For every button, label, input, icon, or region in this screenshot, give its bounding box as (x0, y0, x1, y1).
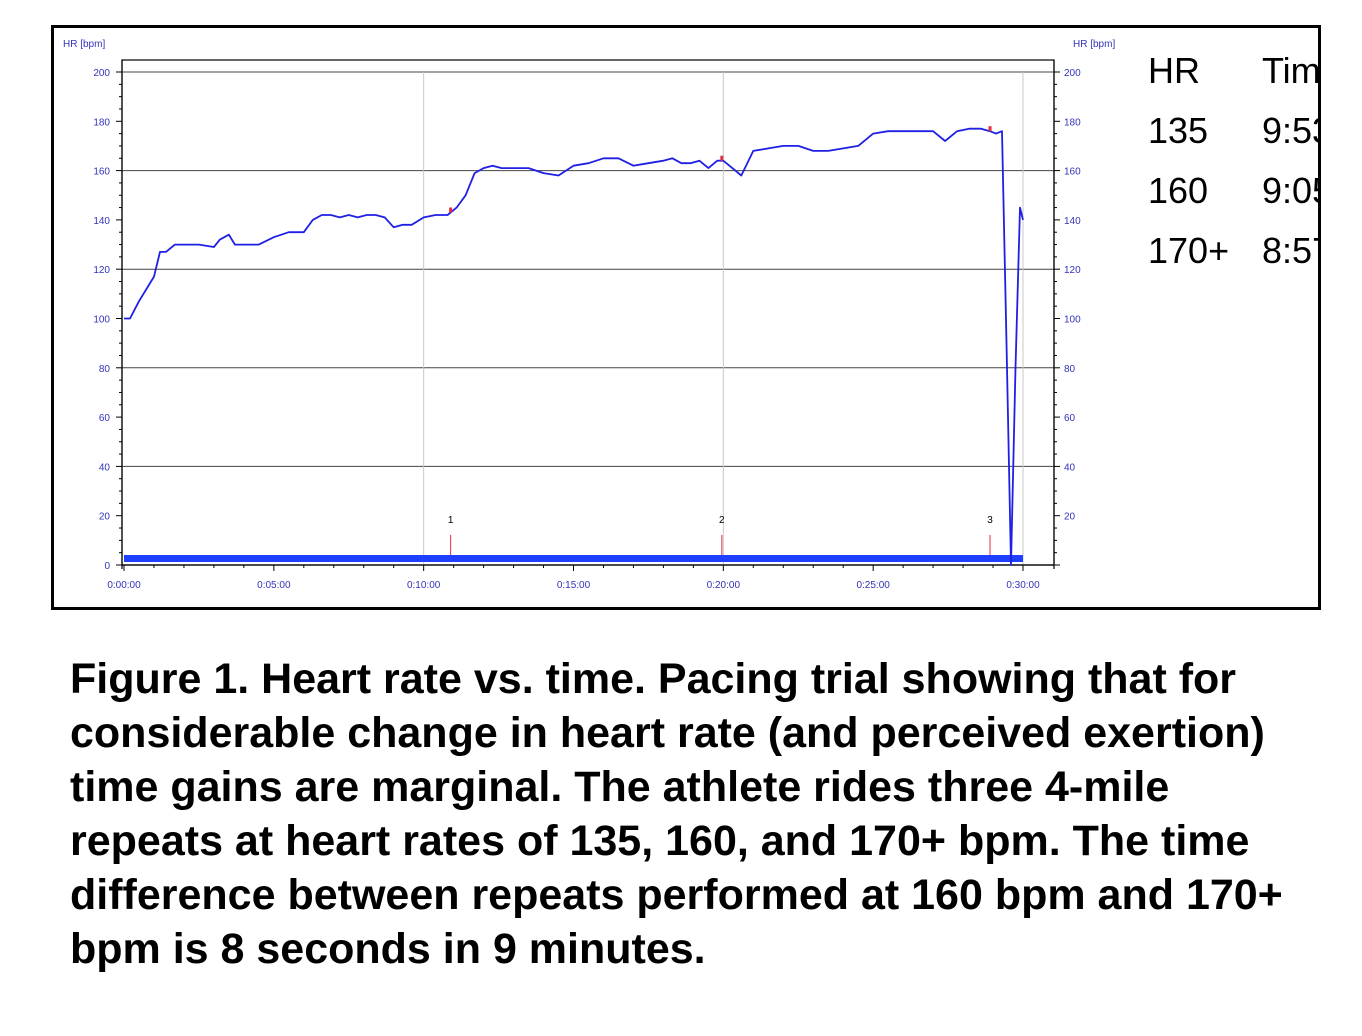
y-tick-label: 80 (99, 364, 111, 375)
y-axis-label: HR [bpm] (63, 39, 105, 50)
y-tick-label-right: 40 (1064, 462, 1076, 473)
pace-header-time: Time (1262, 50, 1321, 91)
grid-layer (121, 59, 1055, 566)
pace-table-row: 135 9:53 (1148, 106, 1318, 166)
y-tick-label-right: 180 (1064, 117, 1081, 128)
y-tick-label: 40 (99, 462, 111, 473)
y-tick-label: 160 (93, 167, 110, 178)
pace-table-row: 160 9:05 (1148, 166, 1318, 226)
y-tick-label: 0 (104, 561, 110, 572)
figure-caption: Figure 1. Heart rate vs. time. Pacing tr… (70, 655, 1283, 973)
recording-bar (124, 555, 1023, 562)
pace-time-value: 8:57 (1262, 230, 1318, 271)
lap-label: 3 (987, 515, 993, 526)
pace-header-hr: HR (1148, 50, 1200, 91)
pace-table: HR Time 135 9:53 160 9:05 170+ 8:57 (1148, 46, 1321, 286)
figure-frame: 0 20 40 60 80 100 120 140 160 180 200 20 40 60 80 100 12… (51, 25, 1321, 610)
y-tick-label-right: 80 (1064, 364, 1076, 375)
x-tick-label: 0:05:00 (257, 580, 291, 591)
y-tick-label: 120 (93, 265, 110, 276)
y-axis-label-right: HR [bpm] (1073, 39, 1115, 50)
lap-point (720, 155, 724, 161)
plot-frame (121, 59, 1055, 566)
axis-layer: 0204060801001201401601802002040608010012… (63, 39, 1115, 591)
y-tick-label-right: 60 (1064, 413, 1076, 424)
y-tick-label: 180 (93, 117, 110, 128)
y-tick-label-right: 140 (1064, 216, 1081, 227)
pace-table-header: HR Time (1148, 46, 1321, 106)
x-tick-label: 0:10:00 (407, 580, 441, 591)
y-tick-label-right: 200 (1064, 68, 1081, 79)
heart-rate-line (124, 127, 1024, 566)
pace-hr-value: 135 (1148, 110, 1209, 151)
x-tick-label: 0:00:00 (107, 580, 141, 591)
pace-hr-value: 160 (1148, 170, 1209, 211)
lap-label: 1 (448, 515, 454, 526)
lap-label: 2 (719, 515, 725, 526)
y-tick-label: 140 (93, 216, 110, 227)
pace-time-value: 9:05 (1262, 170, 1318, 211)
y-tick-label-right: 100 (1064, 315, 1081, 326)
pace-time-value: 9:53 (1262, 110, 1318, 151)
lap-layer: 1 2 3 (124, 515, 1023, 562)
y-tick-label-right: 160 (1064, 167, 1081, 178)
y-tick-label-right: 120 (1064, 265, 1081, 276)
series-layer (124, 126, 1024, 566)
y-tick-label: 100 (93, 315, 110, 326)
heart-rate-chart: 0204060801001201401601802002040608010012… (63, 39, 1115, 591)
x-tick-label: 0:15:00 (557, 580, 591, 591)
pace-table-row: 170+ 8:57 (1148, 226, 1318, 286)
x-tick-label: 0:20:00 (707, 580, 741, 591)
y-tick-label: 200 (93, 68, 110, 79)
y-tick-label-right: 20 (1064, 512, 1076, 523)
lap-point (449, 207, 453, 213)
y-tick-label: 60 (99, 413, 111, 424)
x-tick-label: 0:30:00 (1006, 580, 1040, 591)
pace-hr-value: 170+ (1148, 230, 1230, 271)
x-tick-label: 0:25:00 (856, 580, 890, 591)
y-tick-label: 20 (99, 512, 111, 523)
lap-point (988, 126, 992, 132)
